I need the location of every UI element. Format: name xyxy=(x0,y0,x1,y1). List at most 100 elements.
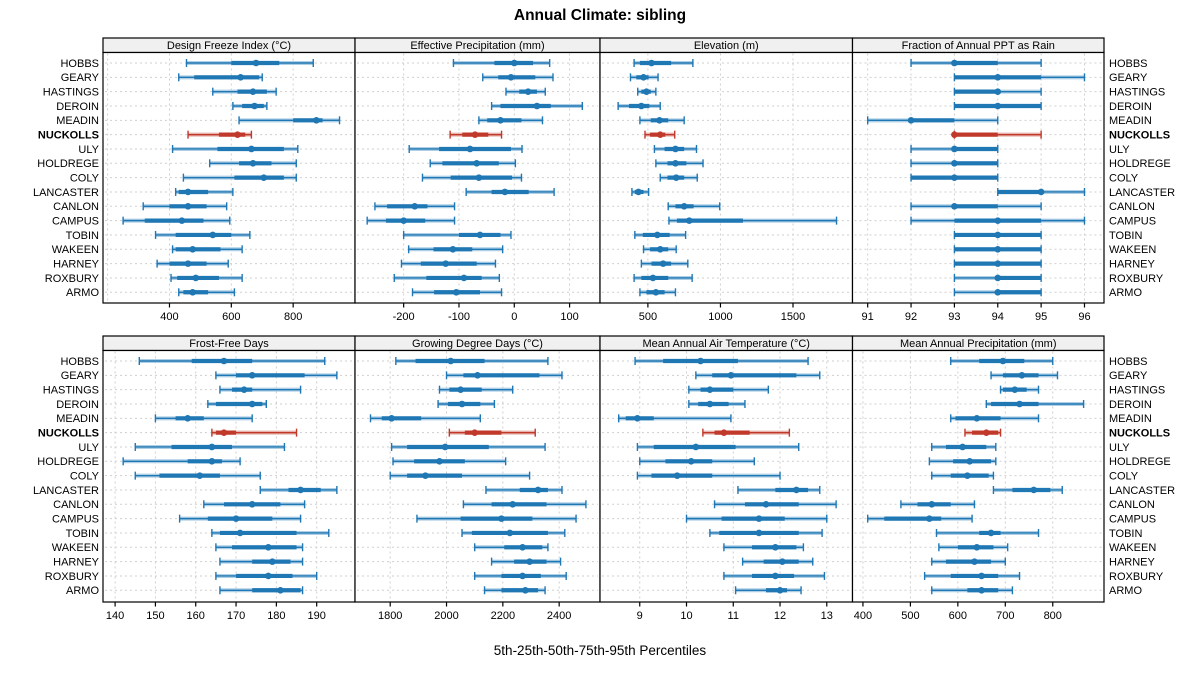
panel-design-freeze-index-c-median-dot-geary xyxy=(237,74,244,81)
panel-effective-precipitation-mm-tick-label: 0 xyxy=(511,311,517,323)
station-label-left-tobin: TOBIN xyxy=(66,528,99,540)
panel-growing-degree-days-c-median-dot-harney xyxy=(526,558,533,565)
panel-frost-free-days-tick-label: 150 xyxy=(146,610,164,622)
panel-mean-annual-air-temperature-c-median-dot-wakeen xyxy=(772,543,779,551)
panel-growing-degree-days-c-median-dot-nuckolls xyxy=(471,429,478,436)
station-label-right-hobbs: HOBBS xyxy=(1109,356,1148,368)
panel-mean-annual-precipitation-mm-tick-label: 800 xyxy=(1044,610,1062,622)
panel-frost-free-days-median-dot-lancaster xyxy=(297,486,304,494)
panel-effective-precipitation-mm-median-dot-wakeen xyxy=(449,245,457,253)
panel-fraction-of-annual-ppt-as-rain-median-dot-deroin xyxy=(994,102,1002,110)
panel-mean-annual-precipitation-mm-median-dot-tobin xyxy=(987,529,995,537)
station-label-left-hastings: HASTINGS xyxy=(43,384,99,396)
panel-frost-free-days-tick-label: 160 xyxy=(187,610,205,622)
station-label-left-uly: ULY xyxy=(78,144,99,156)
panel-elevation-m-median-dot-deroin xyxy=(638,102,645,110)
panel-mean-annual-air-temperature-c-median-dot-meadin xyxy=(634,415,641,422)
panel-mean-annual-air-temperature-c-median-dot-hastings xyxy=(706,386,714,393)
panel-fraction-of-annual-ppt-as-rain-tick-label: 95 xyxy=(1035,311,1047,323)
panel-design-freeze-index-c-median-dot-armo xyxy=(189,288,196,296)
panel-mean-annual-air-temperature-c-median-dot-lancaster xyxy=(793,486,800,494)
station-label-right-harney: HARNEY xyxy=(1109,556,1156,568)
station-label-left-wakeen: WAKEEN xyxy=(52,244,99,256)
panel-mean-annual-air-temperature-c-median-dot-campus xyxy=(755,515,763,522)
panel-fraction-of-annual-ppt-as-rain-median-dot-harney xyxy=(994,260,1002,267)
panel-effective-precipitation-mm-median-dot-meadin xyxy=(497,117,504,124)
panel-effective-precipitation-mm-median-dot-armo xyxy=(452,288,460,296)
panel-design-freeze-index-c-median-dot-hobbs xyxy=(252,59,260,67)
panel-mean-annual-precipitation-mm-median-dot-uly xyxy=(959,443,966,451)
panel-elevation-m-title: Elevation (m) xyxy=(694,40,759,52)
panel-growing-degree-days-c-median-dot-meadin xyxy=(388,415,395,422)
station-label-right-geary: GEARY xyxy=(1109,370,1148,382)
panel-growing-degree-days-c-median-dot-hastings xyxy=(457,386,464,393)
panel-design-freeze-index-c-median-dot-deroin xyxy=(251,102,258,110)
panel-growing-degree-days-c-median-dot-hobbs xyxy=(447,357,455,365)
panel-elevation-m-median-dot-lancaster xyxy=(635,188,642,196)
station-label-left-wakeen: WAKEEN xyxy=(52,542,99,554)
panel-fraction-of-annual-ppt-as-rain-median-dot-holdrege xyxy=(951,160,958,167)
station-label-right-holdrege: HOLDREGE xyxy=(1109,158,1171,170)
station-label-left-coly: COLY xyxy=(70,172,100,184)
panel-elevation-m-median-dot-armo xyxy=(652,288,660,296)
panel-growing-degree-days-c-median-dot-coly xyxy=(422,472,429,479)
panel-elevation-m-median-dot-campus xyxy=(685,217,693,224)
panel-mean-annual-air-temperature-c-median-dot-nuckolls xyxy=(720,429,728,436)
station-label-left-deroin: DEROIN xyxy=(56,399,99,411)
station-label-left-roxbury: ROXBURY xyxy=(45,273,100,285)
panel-elevation-m-median-dot-meadin xyxy=(656,117,663,124)
station-label-left-hobbs: HOBBS xyxy=(60,58,99,70)
station-label-right-armo: ARMO xyxy=(1109,287,1142,299)
station-label-left-campus: CAMPUS xyxy=(52,513,99,525)
panel-fraction-of-annual-ppt-as-rain-median-dot-lancaster xyxy=(1037,188,1045,196)
panel-design-freeze-index-c-tick-label: 800 xyxy=(284,311,302,323)
panel-mean-annual-air-temperature-c-median-dot-armo xyxy=(776,586,784,594)
station-label-right-campus: CAMPUS xyxy=(1109,215,1156,227)
station-label-right-tobin: TOBIN xyxy=(1109,230,1142,242)
panel-mean-annual-precipitation-mm-median-dot-deroin xyxy=(1016,400,1023,408)
panel-effective-precipitation-mm-median-dot-hobbs xyxy=(510,59,518,67)
panel-fraction-of-annual-ppt-as-rain-tick-label: 92 xyxy=(905,311,917,323)
panel-mean-annual-precipitation-mm-tick-label: 600 xyxy=(949,610,967,622)
panel-growing-degree-days-c-median-dot-canlon xyxy=(509,501,517,508)
panel-mean-annual-precipitation-mm-median-dot-armo xyxy=(978,586,985,594)
station-label-right-canlon: CANLON xyxy=(1109,499,1155,511)
panel-mean-annual-precipitation-mm-median-dot-roxbury xyxy=(978,572,985,580)
panel-frost-free-days-median-dot-geary xyxy=(248,372,256,379)
panel-mean-annual-precipitation-mm-median-dot-canlon xyxy=(928,501,936,508)
panel-fraction-of-annual-ppt-as-rain-median-dot-wakeen xyxy=(994,245,1002,253)
panel-mean-annual-precipitation-mm-title: Mean Annual Precipitation (mm) xyxy=(900,338,1057,350)
panel-growing-degree-days-c-median-dot-deroin xyxy=(458,400,466,408)
panel-frost-free-days-median-dot-harney xyxy=(269,558,276,565)
panel-growing-degree-days-c-tick-label: 2400 xyxy=(547,610,571,622)
panel-growing-degree-days-c-median-dot-roxbury xyxy=(519,572,526,580)
station-label-right-campus: CAMPUS xyxy=(1109,513,1156,525)
panel-frost-free-days-median-dot-deroin xyxy=(248,400,256,408)
panel-fraction-of-annual-ppt-as-rain-median-dot-canlon xyxy=(951,203,958,210)
station-label-right-harney: HARNEY xyxy=(1109,258,1156,270)
panel-fraction-of-annual-ppt-as-rain-median-dot-hastings xyxy=(994,88,1002,95)
panel-frost-free-days-median-dot-roxbury xyxy=(265,572,272,580)
station-label-left-holdrege: HOLDREGE xyxy=(37,456,99,468)
panel-mean-annual-air-temperature-c-median-dot-uly xyxy=(692,443,700,451)
panel-frost-free-days-median-dot-wakeen xyxy=(265,543,272,551)
panel-design-freeze-index-c-tick-label: 400 xyxy=(160,311,178,323)
station-label-left-meadin: MEADIN xyxy=(56,115,99,127)
panel-growing-degree-days-c-title: Growing Degree Days (°C) xyxy=(412,338,543,350)
panel-fraction-of-annual-ppt-as-rain-median-dot-coly xyxy=(951,174,958,181)
panel-effective-precipitation-mm-median-dot-harney xyxy=(442,260,449,267)
panel-fraction-of-annual-ppt-as-rain-median-dot-tobin xyxy=(994,231,1002,239)
panel-growing-degree-days-c-median-dot-wakeen xyxy=(519,543,526,551)
panel-mean-annual-air-temperature-c-median-dot-deroin xyxy=(706,400,714,408)
panel-mean-annual-air-temperature-c-median-dot-geary xyxy=(727,372,735,379)
station-label-right-roxbury: ROXBURY xyxy=(1109,273,1164,285)
station-label-right-uly: ULY xyxy=(1109,144,1130,156)
panel-frost-free-days-median-dot-uly xyxy=(208,443,216,451)
panel-growing-degree-days-c-median-dot-armo xyxy=(522,586,529,594)
panel-mean-annual-air-temperature-c-tick-label: 12 xyxy=(774,610,786,622)
panel-mean-annual-precipitation-mm-median-dot-meadin xyxy=(973,415,981,422)
panel-elevation-m-median-dot-holdrege xyxy=(672,160,679,167)
panel-fraction-of-annual-ppt-as-rain-median-dot-armo xyxy=(994,288,1002,296)
station-label-right-roxbury: ROXBURY xyxy=(1109,571,1164,583)
station-label-left-harney: HARNEY xyxy=(53,556,100,568)
